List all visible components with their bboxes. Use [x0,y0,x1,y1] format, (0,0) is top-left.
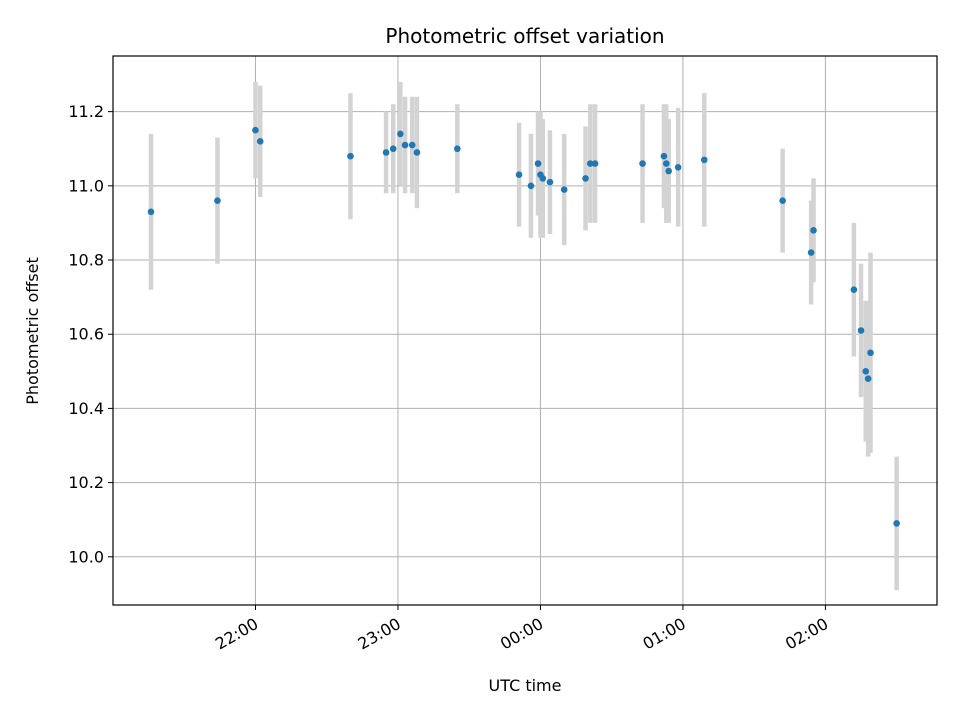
grid [113,56,937,605]
data-point [700,156,708,164]
data-point [810,227,817,234]
data-point [413,149,421,156]
data-point [674,163,682,171]
x-tick-label: 23:00 [355,614,404,654]
data-point [850,286,858,293]
data-point [534,160,542,167]
data-point [779,197,786,204]
data-point [539,175,547,182]
data-points [147,126,900,527]
data-point [527,182,535,190]
data-point [256,138,264,145]
data-point [252,126,259,134]
data-point [639,160,646,167]
data-point [662,160,670,167]
x-tick-label: 00:00 [497,614,546,654]
chart-title: Photometric offset variation [385,24,664,48]
data-point [347,152,354,160]
data-point [515,171,523,179]
data-point [389,145,397,153]
data-point [454,145,461,153]
plot-frame [112,55,938,606]
y-tick-label: 10.6 [68,325,104,344]
data-point [582,175,589,182]
data-point [546,178,554,186]
y-tick-label: 11.2 [68,102,104,121]
data-point [408,141,416,149]
x-axis-ticks: 22:00 23:00 00:00 01:00 02:00 [212,605,831,654]
data-point [893,520,900,527]
data-point [214,197,221,204]
data-point [560,186,568,193]
data-point [857,327,865,334]
y-tick-label: 10.2 [68,473,104,492]
y-tick-label: 10.4 [68,399,104,418]
data-point [867,349,874,357]
y-tick-label: 10.8 [68,251,104,270]
x-tick-label: 02:00 [782,614,831,654]
x-axis-label: UTC time [489,676,562,695]
data-point [807,249,815,256]
data-point [862,368,870,375]
error-bars [148,81,899,591]
data-point [401,141,409,149]
data-point [660,152,668,160]
data-point [587,160,594,167]
y-tick-label: 11.0 [68,176,104,195]
data-point [382,149,390,156]
y-axis-label: Photometric offset [23,257,42,405]
x-tick-label: 01:00 [639,614,688,654]
data-point [147,208,155,216]
data-point [665,167,672,175]
x-tick-label: 22:00 [212,614,261,654]
data-point [864,375,872,383]
data-point [591,160,599,167]
data-point [397,130,404,138]
y-axis-ticks: 10.0 10.2 10.4 10.6 10.8 11.0 11.2 [68,102,113,566]
y-tick-label: 10.0 [68,547,104,566]
